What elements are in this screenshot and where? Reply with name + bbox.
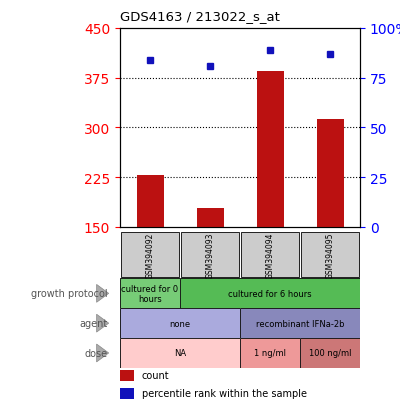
Bar — [196, 209, 224, 227]
FancyBboxPatch shape — [120, 279, 180, 309]
Text: count: count — [142, 370, 169, 380]
Text: none: none — [170, 319, 190, 328]
Bar — [120, 388, 134, 399]
Text: 1 ng/ml: 1 ng/ml — [254, 349, 286, 358]
Text: cultured for 0
hours: cultured for 0 hours — [122, 284, 178, 303]
Polygon shape — [96, 314, 109, 332]
Text: GSM394095: GSM394095 — [326, 232, 334, 278]
Bar — [120, 370, 134, 381]
FancyBboxPatch shape — [301, 232, 359, 278]
Bar — [316, 120, 344, 227]
Text: dose: dose — [85, 348, 108, 358]
Text: GSM394094: GSM394094 — [266, 232, 274, 278]
FancyBboxPatch shape — [180, 279, 360, 309]
Text: cultured for 6 hours: cultured for 6 hours — [228, 289, 312, 298]
Text: agent: agent — [80, 318, 108, 328]
Text: growth protocol: growth protocol — [31, 289, 108, 299]
Text: NA: NA — [174, 349, 186, 358]
Text: GDS4163 / 213022_s_at: GDS4163 / 213022_s_at — [120, 10, 280, 23]
FancyBboxPatch shape — [240, 309, 360, 338]
Text: GSM394092: GSM394092 — [146, 232, 154, 278]
FancyBboxPatch shape — [121, 232, 179, 278]
FancyBboxPatch shape — [300, 338, 360, 368]
FancyBboxPatch shape — [181, 232, 239, 278]
Text: 100 ng/ml: 100 ng/ml — [309, 349, 351, 358]
FancyBboxPatch shape — [240, 338, 300, 368]
Polygon shape — [96, 285, 109, 303]
FancyBboxPatch shape — [241, 232, 299, 278]
FancyBboxPatch shape — [120, 309, 240, 338]
FancyBboxPatch shape — [120, 338, 240, 368]
Bar — [256, 72, 284, 227]
Text: recombinant IFNa-2b: recombinant IFNa-2b — [256, 319, 344, 328]
Text: GSM394093: GSM394093 — [206, 232, 214, 278]
Text: percentile rank within the sample: percentile rank within the sample — [142, 389, 307, 399]
Polygon shape — [96, 344, 109, 362]
Bar — [136, 176, 164, 227]
